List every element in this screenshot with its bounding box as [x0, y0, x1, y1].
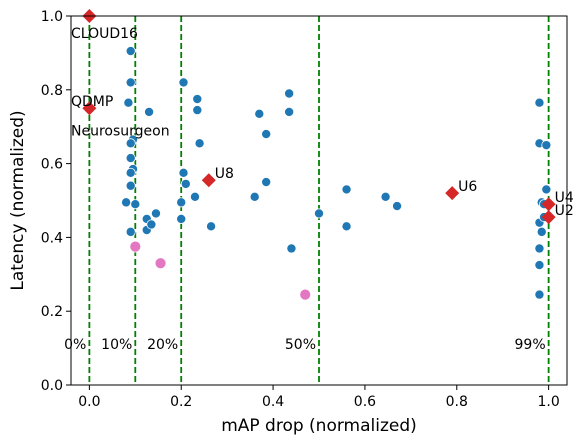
plot-frame	[70, 15, 568, 386]
annotation-label: Neurosurgeon	[71, 123, 170, 139]
blue-point	[146, 219, 157, 230]
x-tick-label: 0.0	[78, 394, 100, 410]
blue-point	[121, 197, 132, 208]
threshold-label: 10%	[101, 337, 132, 353]
blue-point	[125, 167, 136, 178]
threshold-label: 0%	[64, 337, 86, 353]
blue-point	[534, 97, 545, 108]
blue-point	[178, 167, 189, 178]
blue-point	[125, 46, 136, 57]
blue-point	[249, 191, 260, 202]
blue-point	[176, 197, 187, 208]
red-diamond-point	[541, 197, 556, 212]
pink-point	[129, 240, 142, 253]
blue-point	[192, 105, 203, 116]
x-tick-label: 0.2	[170, 394, 192, 410]
x-tick-label: 0.4	[262, 394, 284, 410]
blue-point	[534, 260, 545, 271]
blue-point	[176, 213, 187, 224]
threshold-label: 20%	[147, 337, 178, 353]
point-label: U4	[555, 190, 574, 206]
blue-point	[541, 140, 552, 151]
blue-point	[206, 221, 217, 232]
blue-point	[284, 88, 295, 99]
blue-point	[180, 178, 191, 189]
threshold-label: 99%	[515, 337, 546, 353]
blue-point	[534, 289, 545, 300]
data-points	[82, 9, 556, 301]
blue-point	[254, 108, 265, 119]
y-tick-label: 0.8	[41, 83, 63, 99]
x-axis-label: mAP drop (normalized)	[221, 416, 417, 436]
y-tick-label: 0.6	[41, 157, 63, 173]
blue-point	[125, 77, 136, 88]
blue-point	[194, 138, 205, 149]
blue-point	[150, 208, 161, 219]
x-tick-label: 0.8	[446, 394, 468, 410]
blue-point	[380, 191, 391, 202]
blue-point	[192, 94, 203, 105]
blue-point	[284, 106, 295, 117]
point-label: U2	[555, 203, 574, 219]
blue-point	[261, 177, 272, 188]
axes: 0.0 0.2 0.4 0.6 0.8 1.0 0.0 0.2 0.4 0.6 0.8 1.0	[41, 9, 568, 410]
red-diamond-point	[445, 186, 460, 201]
blue-point	[541, 184, 552, 195]
x-tick-label: 1.0	[537, 394, 559, 410]
threshold-label: 50%	[285, 337, 316, 353]
blue-point	[125, 180, 136, 191]
threshold-lines	[88, 16, 550, 385]
annotation-label: QDMP	[71, 94, 113, 110]
blue-point	[144, 106, 155, 117]
point-label: U6	[458, 179, 477, 195]
blue-point	[189, 191, 200, 202]
blue-point	[125, 226, 136, 237]
pink-point	[299, 288, 312, 301]
blue-point	[261, 129, 272, 140]
blue-point	[392, 201, 403, 212]
red-diamond-point	[201, 173, 216, 188]
blue-point	[178, 77, 189, 88]
blue-point	[313, 208, 324, 219]
y-tick-label: 0.2	[41, 304, 63, 320]
point-label: U8	[215, 166, 234, 182]
y-tick-label: 0.0	[41, 378, 63, 394]
blue-point	[130, 199, 141, 210]
blue-point	[341, 221, 352, 232]
blue-point	[534, 243, 545, 254]
point-label: CLOUD16	[71, 26, 138, 42]
y-axis-label: Latency (normalized)	[8, 110, 28, 290]
red-diamond-point	[82, 101, 97, 116]
red-diamond-point	[541, 210, 556, 225]
blue-point	[341, 184, 352, 195]
blue-point	[123, 97, 134, 108]
y-tick-label: 0.4	[41, 230, 63, 246]
pink-point	[154, 257, 167, 270]
blue-point	[536, 226, 547, 237]
blue-point	[286, 243, 297, 254]
x-tick-label: 0.6	[354, 394, 376, 410]
blue-point	[125, 138, 136, 149]
y-tick-label: 1.0	[41, 9, 63, 25]
blue-point	[125, 153, 136, 164]
